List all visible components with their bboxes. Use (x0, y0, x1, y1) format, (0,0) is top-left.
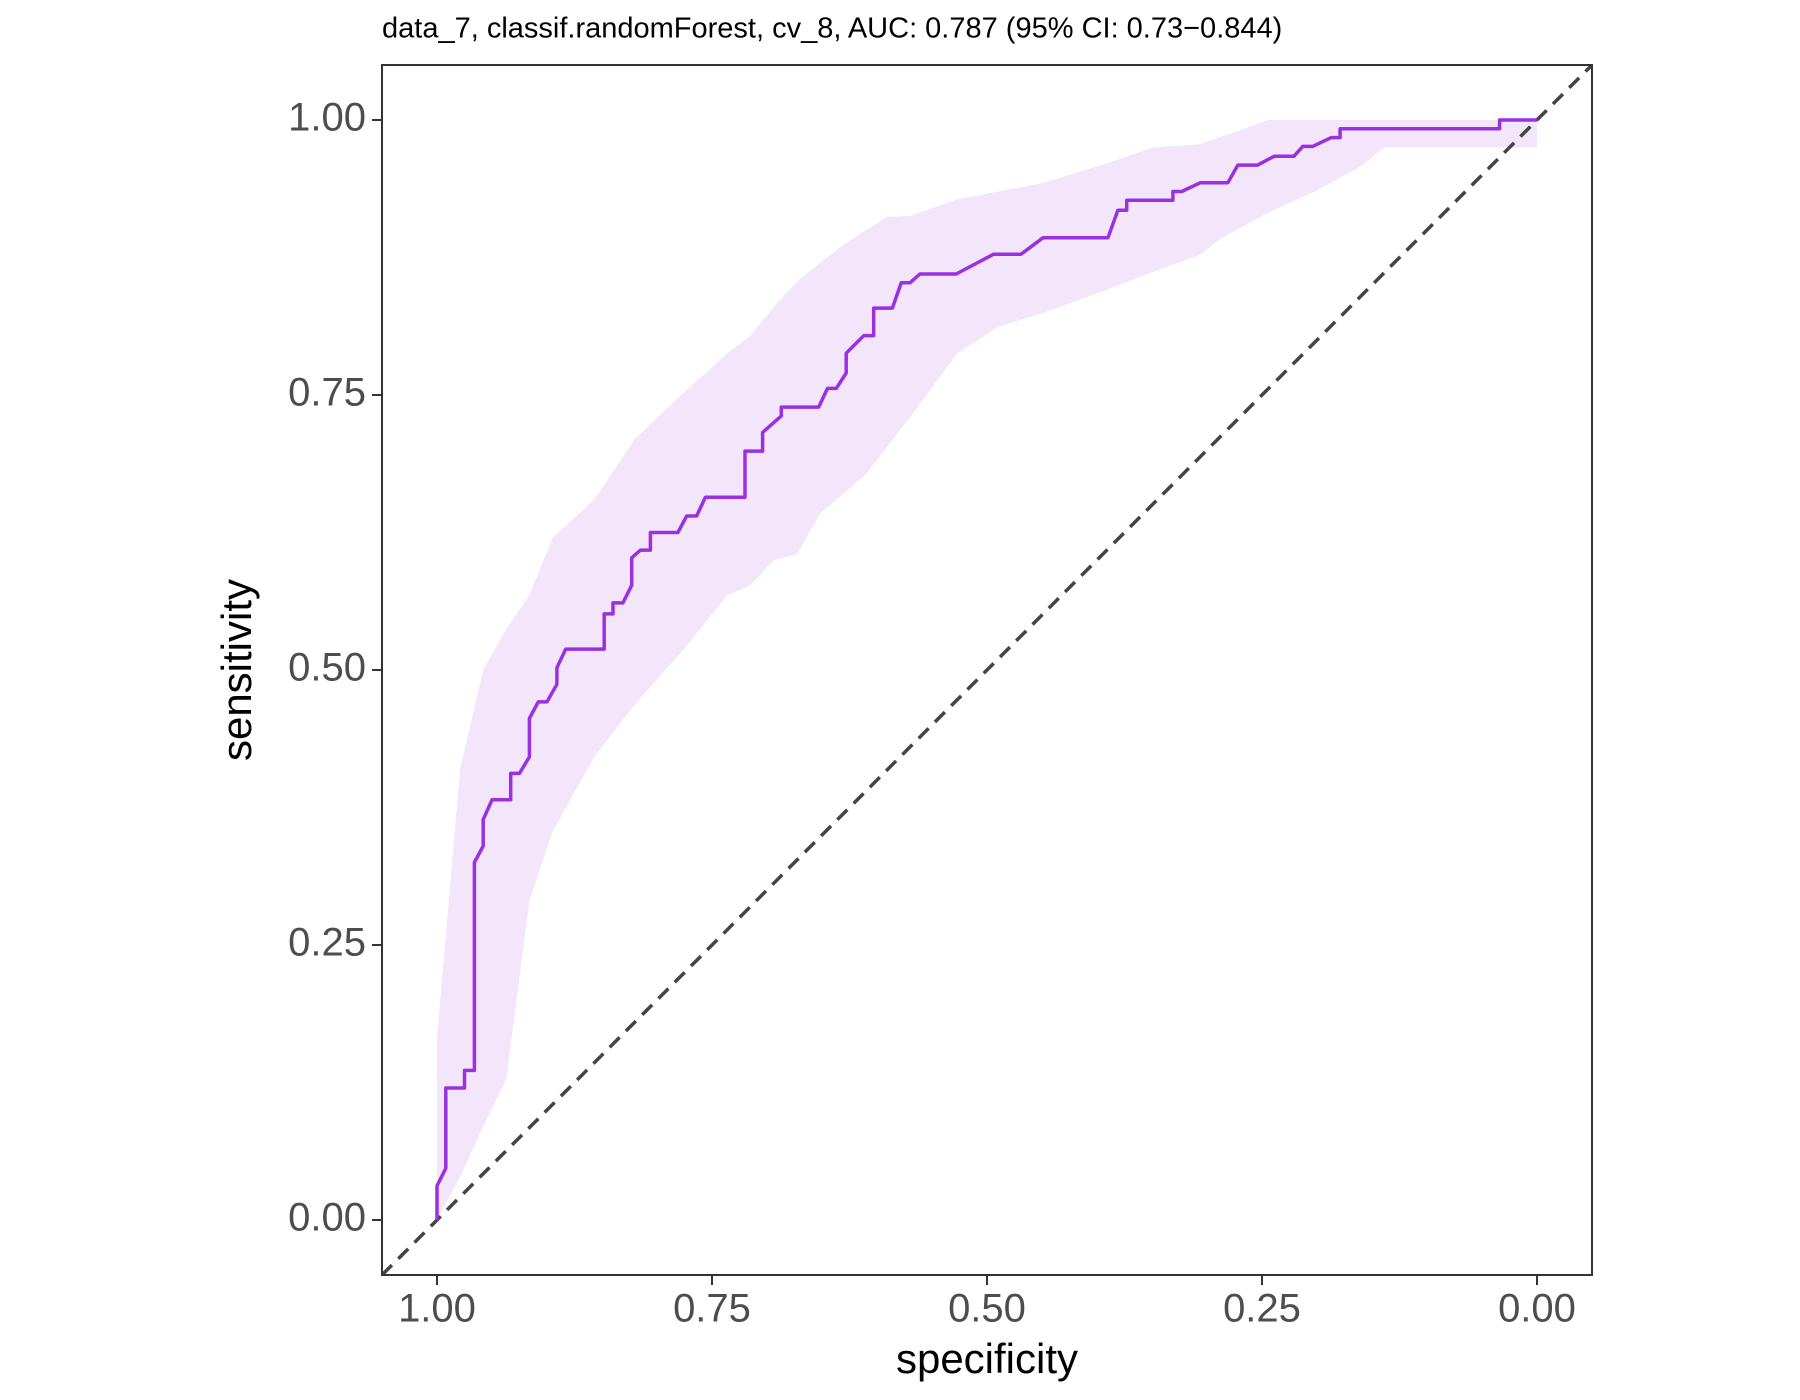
reference-diagonal (382, 65, 1592, 1275)
y-tick-label: 0.75 (288, 371, 366, 415)
x-tick-label: 1.00 (398, 1287, 476, 1331)
roc-curve (435, 118, 1537, 1220)
plot-area (382, 65, 1592, 1275)
y-tick-label: 1.00 (288, 96, 366, 140)
y-tick-label: 0.25 (288, 921, 366, 965)
y-tick-label: 0.50 (288, 646, 366, 690)
ci-band (437, 120, 1537, 1220)
x-tick-label: 0.75 (673, 1287, 751, 1331)
y-tick-label: 0.00 (288, 1196, 366, 1240)
x-axis-title: specificity (896, 1335, 1078, 1382)
chart-title: data_7, classif.randomForest, cv_8, AUC:… (382, 13, 1282, 45)
x-tick-label: 0.25 (1223, 1287, 1301, 1331)
x-tick-label: 0.00 (1498, 1287, 1576, 1331)
x-tick-label: 0.50 (948, 1287, 1026, 1331)
y-axis-title: sensitivity (213, 579, 260, 761)
